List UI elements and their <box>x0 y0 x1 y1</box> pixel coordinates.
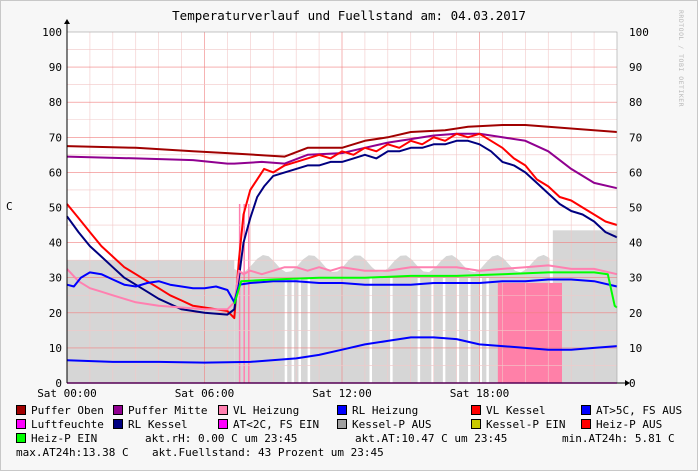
y-tick-label: 0 <box>55 377 62 390</box>
legend-label: Kessel-P EIN <box>486 418 566 431</box>
chart-svg: 0 0 10 10 20 20 30 30 40 40 50 50 60 60 70 70 80 80 90 90 10… <box>37 19 649 400</box>
legend-swatch <box>581 405 591 415</box>
y-tick-label-right: 100 <box>629 26 649 39</box>
y-tick-label: 50 <box>49 202 62 215</box>
humidity-readout: akt.rH: 0.00 C um 23:45 <box>145 432 298 445</box>
y-tick-label: 30 <box>49 272 62 285</box>
legend-label: VL Heizung <box>233 404 300 417</box>
y-tick-label-right: 30 <box>629 272 642 285</box>
legend-label: Luftfeuchte <box>31 418 104 431</box>
legend-swatch <box>16 433 26 443</box>
outside-temp-readout: akt.AT:10.47 C um 23:45 <box>355 432 508 445</box>
legend-swatch <box>113 405 123 415</box>
fill-level-readout: akt.Fuellstand: 43 Prozent um 23:45 <box>152 446 384 459</box>
legend: Puffer Oben Puffer Mitte VL Heizung RL Heiz… <box>16 404 696 460</box>
legend-label: AT<2C, FS EIN <box>233 418 320 431</box>
y-tick-label: 20 <box>49 307 62 320</box>
series-line-8 <box>233 271 618 309</box>
legend-swatch <box>16 419 26 429</box>
max-temp-readout: max.AT24h:13.38 C <box>16 446 129 459</box>
legend-label: Heiz-P AUS <box>596 418 663 431</box>
legend-swatch <box>471 419 481 429</box>
legend-item-heiz-p-ein: Heiz-P EIN <box>16 432 97 445</box>
y-tick-label: 90 <box>49 61 62 74</box>
y-tick-label-right: 10 <box>629 342 642 355</box>
y-tick-label-right: 0 <box>629 377 636 390</box>
legend-item-rl-heizung: RL Heizung <box>337 404 418 417</box>
x-tick-label: Sat 12:00 <box>312 387 372 400</box>
shade-area <box>234 254 553 383</box>
legend-item-luftfeuchte: Luftfeuchte <box>16 418 104 431</box>
y-tick-label-right: 90 <box>629 61 642 74</box>
legend-swatch <box>218 419 228 429</box>
shade-pulse <box>238 203 241 383</box>
legend-swatch <box>16 405 26 415</box>
series-line-1 <box>66 132 618 190</box>
legend-label: VL Kessel <box>486 404 546 417</box>
legend-label: Puffer Oben <box>31 404 104 417</box>
y-tick-label-right: 70 <box>629 131 642 144</box>
legend-label: RL Heizung <box>352 404 419 417</box>
y-axis-label: C <box>6 200 13 213</box>
x-tick-label: Sat 06:00 <box>175 387 235 400</box>
legend-label: AT>5C, FS AUS <box>596 404 683 417</box>
legend-item-kessel-p-aus: Kessel-P AUS <box>337 418 431 431</box>
y-tick-label: 60 <box>49 166 62 179</box>
legend-label: RL Kessel <box>128 418 188 431</box>
y-tick-label-right: 50 <box>629 202 642 215</box>
legend-swatch <box>471 405 481 415</box>
axes: 0 0 10 10 20 20 30 30 40 40 50 50 60 60 70 70 80 80 90 90 10… <box>37 19 649 400</box>
legend-item-vl-kessel: VL Kessel <box>471 404 546 417</box>
legend-swatch <box>113 419 123 429</box>
shade-pulse <box>243 203 245 383</box>
y-tick-label: 10 <box>49 342 62 355</box>
grid <box>67 32 617 383</box>
legend-item-vl-heizung: VL Heizung <box>218 404 299 417</box>
legend-swatch <box>581 419 591 429</box>
y-tick-label-right: 20 <box>629 307 642 320</box>
watermark: RRDTOOL / TOBI OETIKER <box>677 10 685 108</box>
chart-title: Temperaturverlauf und Fuellstand am: 04.… <box>172 8 526 23</box>
series-line-4 <box>66 264 618 311</box>
series-line-7 <box>66 336 618 364</box>
shade-area <box>67 260 235 383</box>
y-tick-label-right: 80 <box>629 96 642 109</box>
legend-item-puffer-mitte: Puffer Mitte <box>113 404 207 417</box>
y-tick-label: 100 <box>42 26 62 39</box>
legend-swatch <box>337 419 347 429</box>
y-tick-label: 80 <box>49 96 62 109</box>
legend-item-at-5c-fs-aus: AT>5C, FS AUS <box>581 404 682 417</box>
series-line-0 <box>66 124 618 158</box>
shade-area <box>552 230 617 383</box>
y-tick-label: 70 <box>49 131 62 144</box>
legend-label: Heiz-P EIN <box>31 432 98 445</box>
x-tick-label: Sat 00:00 <box>37 387 97 400</box>
min-temp-readout: min.AT24h: 5.81 C <box>562 432 675 445</box>
y-tick-label-right: 60 <box>629 166 642 179</box>
y-tick-label: 40 <box>49 237 62 250</box>
legend-swatch <box>337 405 347 415</box>
y-axis-arrow <box>64 19 70 24</box>
legend-item-kessel-p-ein: Kessel-P EIN <box>471 418 565 431</box>
legend-item-rl-kessel: RL Kessel <box>113 418 188 431</box>
series-line-3 <box>66 139 618 316</box>
x-axis-arrow <box>625 380 630 386</box>
legend-item-at-2c-fs-ein: AT<2C, FS EIN <box>218 418 319 431</box>
x-tick-label: Sat 18:00 <box>450 387 510 400</box>
legend-item-puffer-oben: Puffer Oben <box>16 404 104 417</box>
legend-item-heiz-p-aus: Heiz-P AUS <box>581 418 662 431</box>
series-line-5 <box>66 271 618 304</box>
y-tick-label-right: 40 <box>629 237 642 250</box>
legend-swatch <box>218 405 228 415</box>
legend-label: Puffer Mitte <box>128 404 208 417</box>
shade-pulse <box>248 203 250 383</box>
series-line-2 <box>66 132 618 320</box>
legend-label: Kessel-P AUS <box>352 418 432 431</box>
shade-area <box>497 282 562 383</box>
